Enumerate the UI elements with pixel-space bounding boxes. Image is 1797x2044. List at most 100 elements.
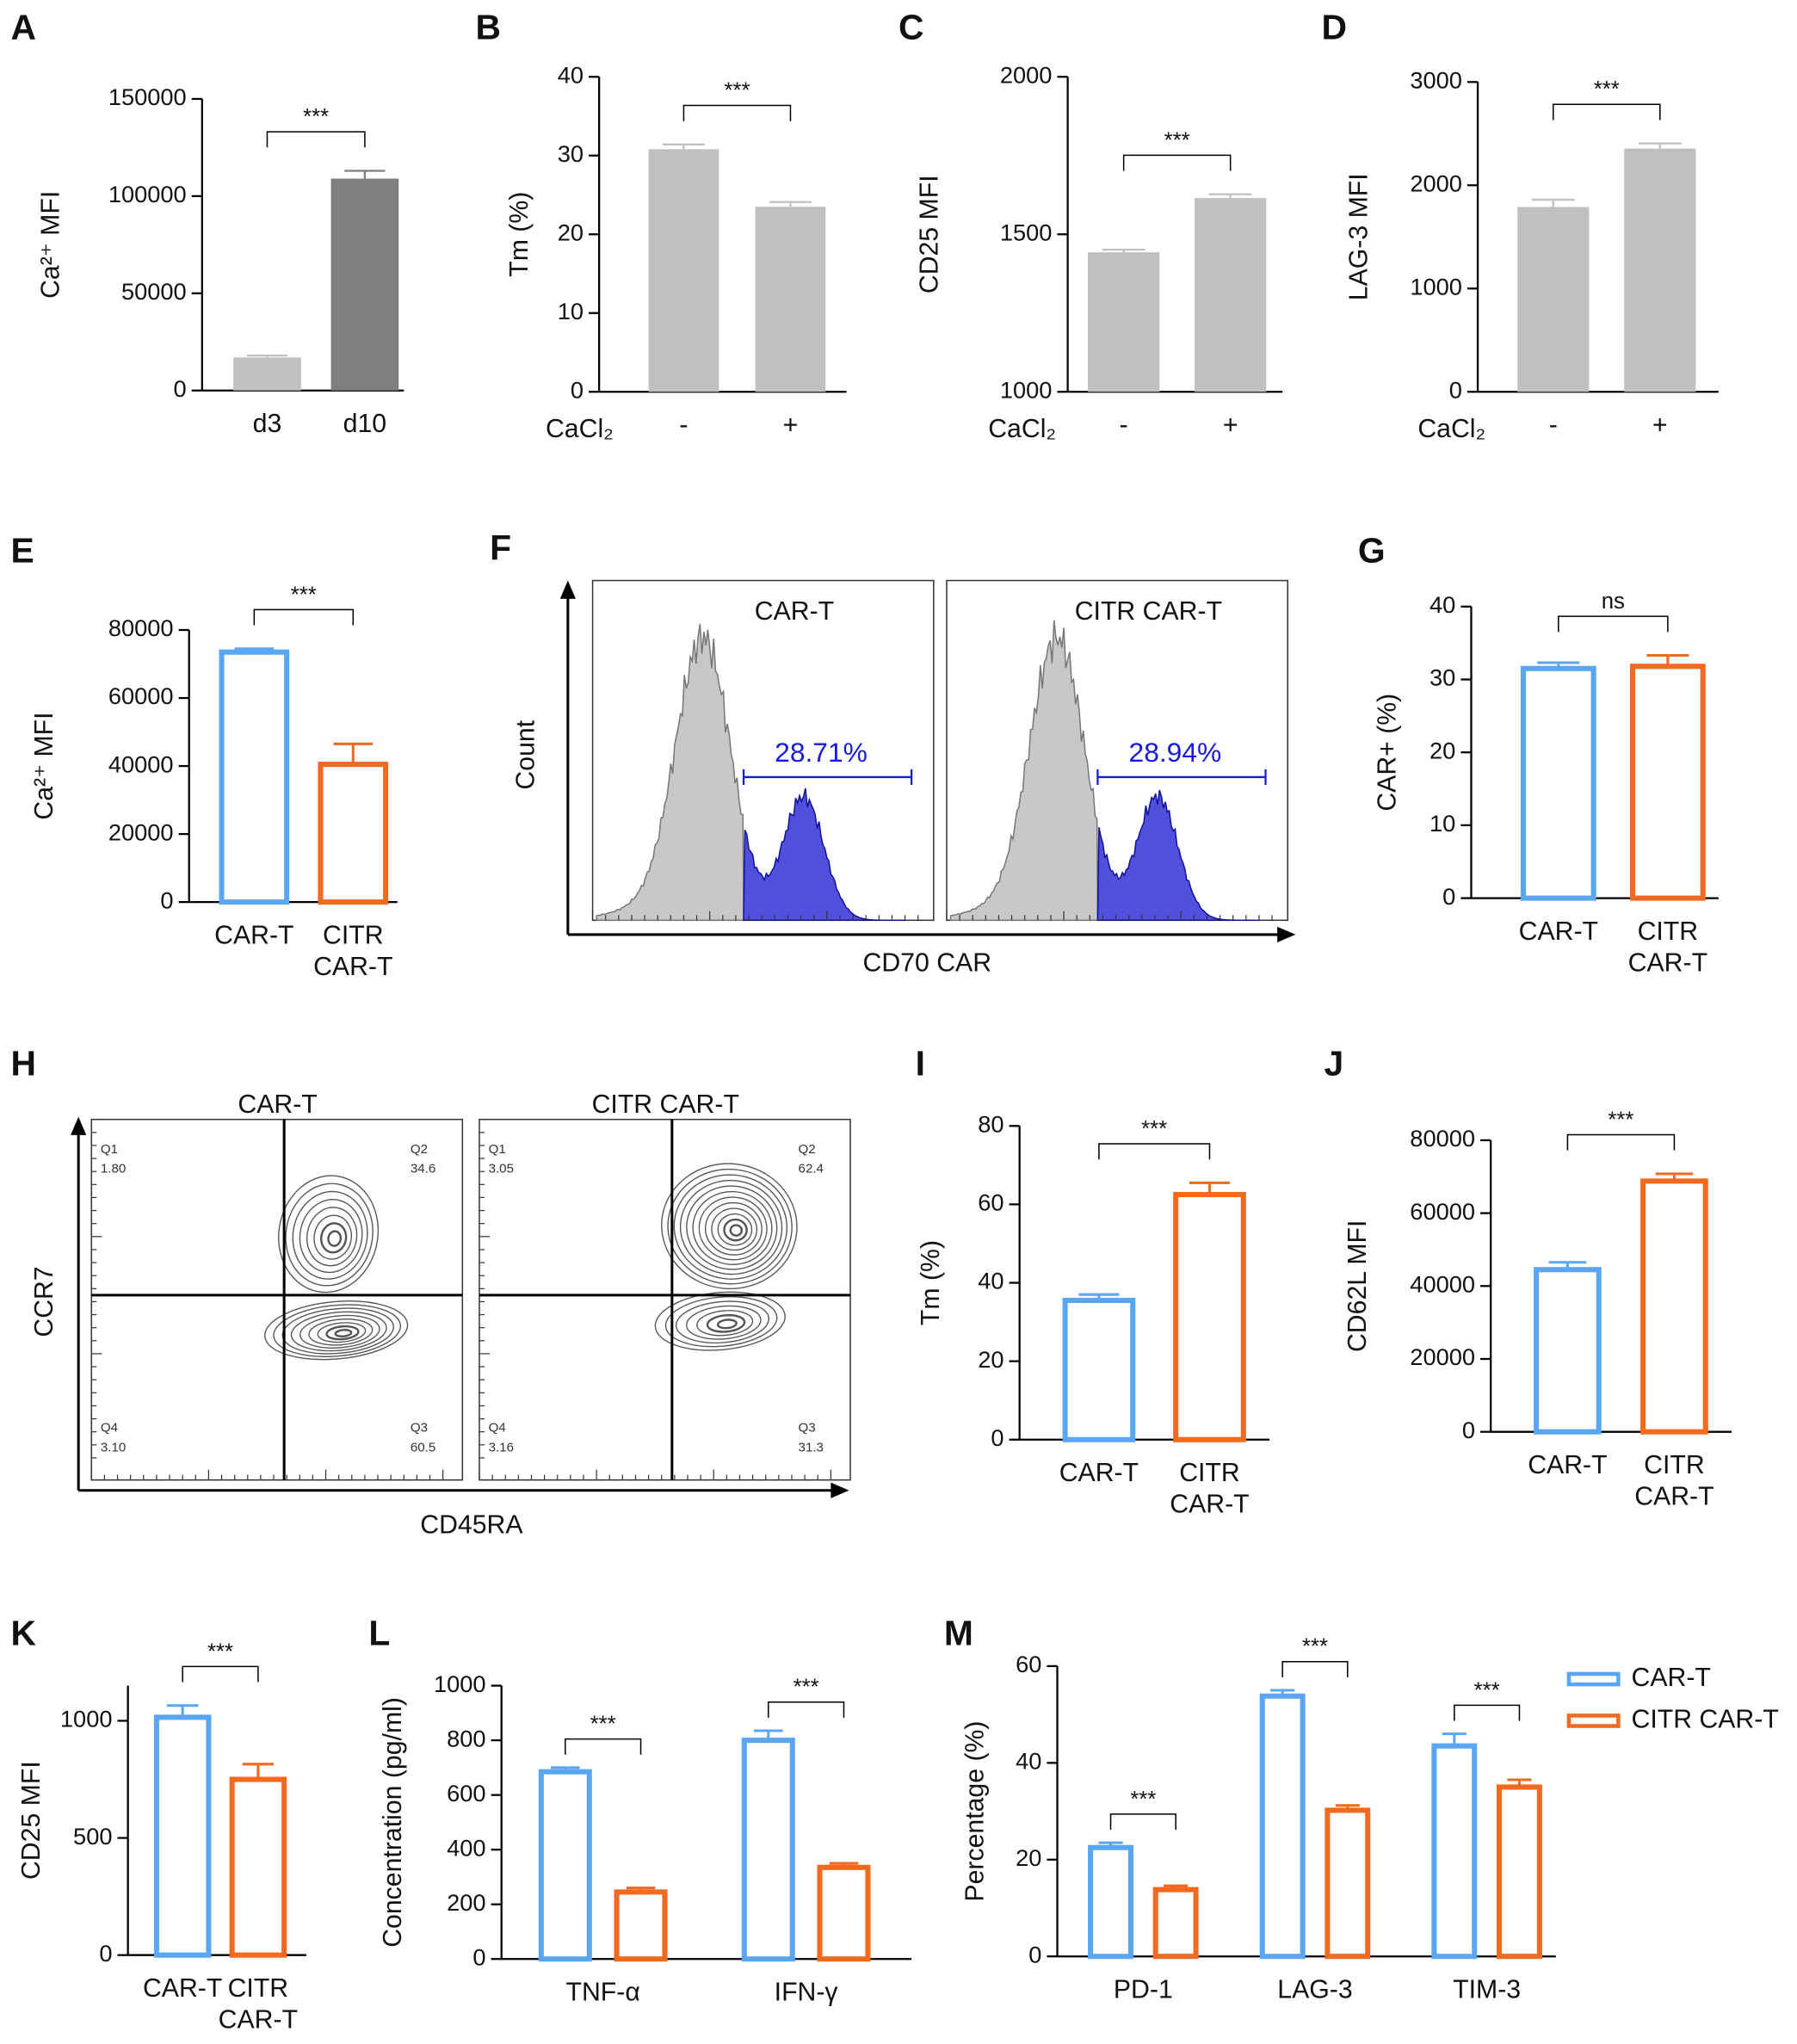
histogram-negative	[596, 624, 744, 922]
y-tick-label: 80000	[108, 614, 174, 641]
error-bar	[1208, 193, 1252, 199]
quadrant-value: 60.5	[411, 1440, 435, 1454]
x-arrow	[831, 1482, 849, 1498]
quadrant-name: Q2	[411, 1142, 428, 1157]
y-axis-label: Tm (%)	[917, 1240, 945, 1325]
y-tick-label: 3000	[1410, 66, 1462, 93]
x-tick-label: TNF-α	[566, 1979, 640, 2007]
panel-label: I	[916, 1043, 925, 1083]
contour	[264, 1300, 409, 1361]
significance-label: ***	[794, 1676, 819, 1700]
bar	[1640, 1178, 1708, 1435]
x-tick-label: CAR-T	[1059, 1459, 1139, 1487]
quadrant-value: 3.10	[101, 1440, 126, 1454]
error-bar	[1537, 661, 1580, 669]
x-tick-label: -	[679, 411, 688, 440]
y-tick-label: 50000	[121, 278, 187, 305]
contour	[723, 1218, 748, 1242]
quadrant-name: Q3	[799, 1421, 816, 1436]
bar	[741, 1738, 795, 1962]
significance-label: ***	[1164, 128, 1190, 152]
y-tick-label: 800	[447, 1725, 485, 1751]
error-bar	[1548, 1261, 1587, 1270]
y-tick-label: 0	[1028, 1941, 1041, 1967]
y-axis-label: Count	[512, 719, 540, 789]
x-tick-label: +	[1223, 411, 1238, 440]
x-tick-label: PD-1	[1114, 1976, 1173, 2004]
x-tick-label: CAR-T	[143, 1974, 222, 2003]
significance-bracket	[1109, 1813, 1176, 1830]
panel-label: J	[1325, 1043, 1344, 1083]
contour	[325, 1325, 360, 1341]
significance-bracket	[1566, 1133, 1676, 1151]
contour	[299, 1199, 363, 1274]
significance-bracket	[1281, 1660, 1349, 1677]
error-bar	[1655, 1172, 1694, 1182]
y-tick-label: 0	[1462, 1417, 1475, 1443]
significance-label: ***	[1130, 1788, 1156, 1812]
error-bar	[246, 354, 288, 358]
contour	[661, 1163, 798, 1290]
plot-title: CAR-T	[238, 1090, 317, 1119]
y-tick-label: 0	[991, 1424, 1003, 1451]
y-tick-label: 500	[73, 1823, 112, 1849]
y-tick-label: 0	[160, 886, 173, 913]
bar	[1088, 252, 1160, 392]
y-tick-label: 60000	[1410, 1198, 1475, 1225]
x-tick-label: CITR CAR-T	[313, 922, 392, 981]
x-axis-label: CD45RA	[420, 1511, 523, 1540]
error-bar	[829, 1862, 859, 1868]
significance-bracket	[1553, 103, 1661, 120]
y-tick-label: 1000	[60, 1706, 113, 1732]
significance-bracket	[253, 608, 355, 626]
y-axis-label: Ca²⁺ MFI	[36, 191, 65, 299]
y-axis-label: CAR+ (%)	[1374, 694, 1402, 812]
error-bar	[1164, 1884, 1189, 1890]
error-bar	[1078, 1293, 1120, 1301]
quadrant-name: Q1	[101, 1142, 118, 1157]
x-tick-label: CITR CAR-T	[219, 1974, 298, 2034]
bar	[1259, 1693, 1306, 1960]
contour	[679, 1179, 783, 1275]
x-tick-label: CAR-T	[1528, 1451, 1607, 1479]
error-bar	[1638, 142, 1682, 149]
x-tick-label: TIM-3	[1453, 1976, 1521, 2004]
x-axis-label: CD70 CAR	[863, 948, 992, 977]
panel-label: A	[11, 7, 36, 46]
error-bar	[1270, 1689, 1295, 1696]
x-axis-label: CaCl₂	[988, 415, 1056, 443]
error-bar	[753, 1729, 783, 1741]
x-axis-label: CaCl₂	[1417, 415, 1485, 443]
y-tick-label: 80000	[1410, 1125, 1475, 1152]
histogram-positive	[1096, 789, 1259, 922]
histogram-positive	[743, 787, 905, 922]
bar	[153, 1714, 212, 1958]
significance-bracket	[565, 1738, 642, 1755]
significance-label: ***	[1608, 1108, 1633, 1132]
y-tick-label: 10	[1430, 810, 1455, 837]
contour	[717, 1213, 753, 1246]
bar	[1152, 1887, 1199, 1960]
y-tick-label: 60	[978, 1189, 1003, 1216]
error-bar	[167, 1704, 199, 1718]
significance-bracket	[767, 1701, 845, 1718]
x-tick-label: -	[1120, 411, 1128, 440]
contour	[278, 1175, 380, 1294]
panel-label: B	[475, 7, 501, 46]
panel-label: H	[11, 1043, 36, 1083]
y-tick-label: 20	[978, 1346, 1003, 1373]
quadrant-name: Q1	[489, 1142, 506, 1157]
contour	[273, 1304, 402, 1357]
bar	[1624, 148, 1696, 392]
contour	[716, 1318, 738, 1330]
y-tick-label: 150000	[108, 83, 187, 110]
error-bar	[1442, 1732, 1467, 1746]
x-tick-label: CAR-T	[214, 922, 293, 950]
y-tick-label: 0	[174, 375, 187, 402]
contour	[306, 1207, 358, 1267]
bar	[219, 649, 290, 905]
bar	[233, 357, 301, 391]
y-tick-label: 40	[1016, 1748, 1041, 1775]
y-arrow	[559, 580, 576, 599]
